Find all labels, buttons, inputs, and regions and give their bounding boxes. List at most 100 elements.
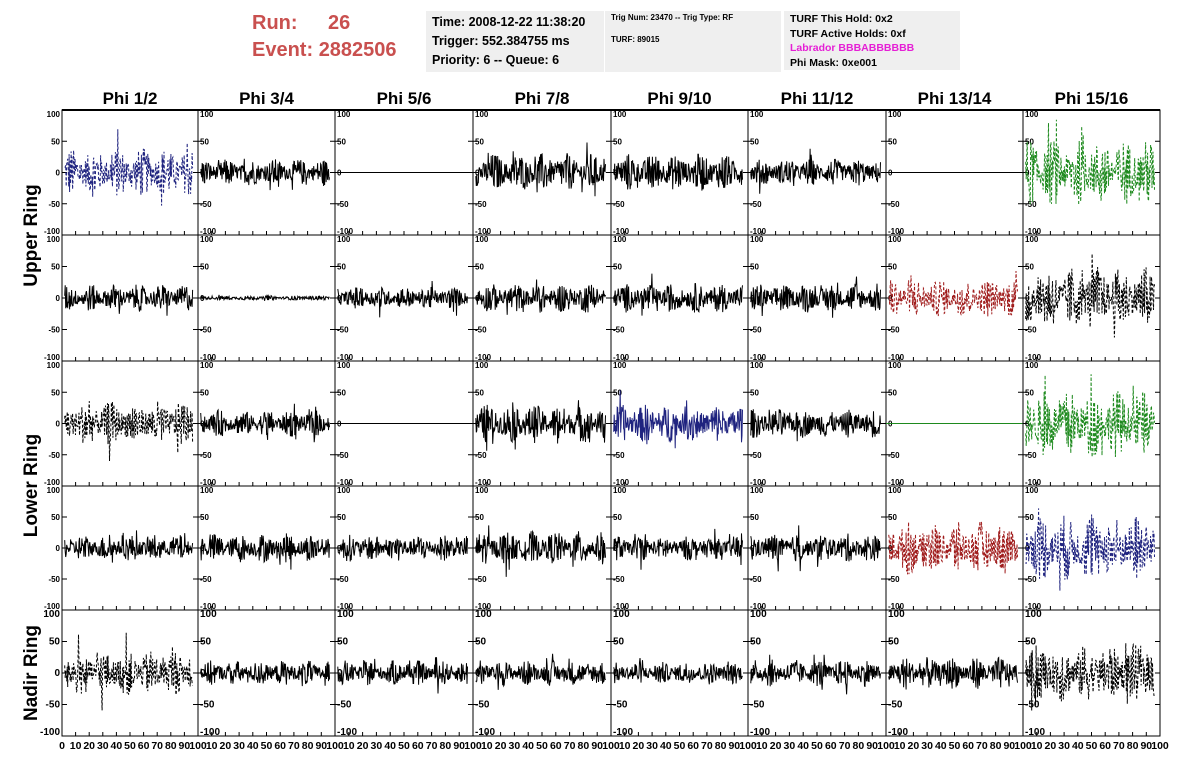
y-tick-label: 100 bbox=[750, 609, 767, 620]
y-tick-label: -50 bbox=[200, 575, 212, 584]
y-tick-label: 50 bbox=[1025, 513, 1034, 522]
x-tick-label: 60 bbox=[1099, 740, 1111, 752]
y-tick-label: 50 bbox=[337, 637, 349, 648]
y-tick-label: 100 bbox=[888, 361, 902, 370]
y-tick-label: -50 bbox=[750, 451, 762, 460]
x-tick-label: 0 bbox=[59, 740, 65, 752]
waveform-r2-c5 bbox=[613, 273, 743, 316]
y-tick-label: -100 bbox=[1025, 353, 1042, 362]
y-tick-label: -100 bbox=[44, 353, 61, 362]
x-tick-label: 80 bbox=[440, 740, 452, 752]
priority-text: Priority: 6 -- Queue: 6 bbox=[432, 53, 560, 67]
x-tick-label: 100 bbox=[189, 740, 207, 752]
y-tick-label: -100 bbox=[40, 727, 60, 738]
x-tick-label: 90 bbox=[728, 740, 740, 752]
run-value: 26 bbox=[328, 12, 351, 34]
y-tick-label: -100 bbox=[475, 353, 492, 362]
trig-info-box: Trig Num: 23470 -- Trig Type: RF TURF: 8… bbox=[605, 11, 781, 72]
x-tick-label: 20 bbox=[83, 740, 95, 752]
y-tick-label: 0 bbox=[475, 169, 480, 178]
y-tick-label: -100 bbox=[888, 227, 905, 236]
x-tick-label: 60 bbox=[687, 740, 699, 752]
x-tick-label: 60 bbox=[550, 740, 562, 752]
y-tick-label: 50 bbox=[200, 137, 209, 146]
time-info-box: Time: 2008-12-22 11:38:20 Trigger: 552.3… bbox=[426, 11, 604, 72]
waveform-r5-c2 bbox=[200, 660, 330, 687]
x-tick-label: 70 bbox=[288, 740, 300, 752]
x-tick-label: 40 bbox=[797, 740, 809, 752]
x-tick-label: 100 bbox=[1151, 740, 1169, 752]
y-tick-label: 100 bbox=[475, 235, 489, 244]
y-tick-label: -100 bbox=[888, 353, 905, 362]
x-tick-label: 90 bbox=[1003, 740, 1015, 752]
waveform-r2-c4 bbox=[475, 279, 606, 315]
x-tick-label: 10 bbox=[70, 740, 82, 752]
y-tick-label: -50 bbox=[200, 700, 215, 711]
y-tick-label: 50 bbox=[51, 263, 60, 272]
y-tick-label: -100 bbox=[1025, 227, 1042, 236]
x-tick-label: 70 bbox=[976, 740, 988, 752]
waveform-r4-c7 bbox=[888, 521, 1018, 575]
run-line: Run: 26 bbox=[252, 10, 397, 37]
y-tick-label: -100 bbox=[44, 478, 61, 487]
column-header-8: Phi 15/16 bbox=[1055, 89, 1129, 108]
y-tick-label: 100 bbox=[888, 609, 905, 620]
y-tick-label: 100 bbox=[1025, 235, 1039, 244]
y-tick-label: 50 bbox=[51, 513, 60, 522]
labrador-text: Labrador BBBABBBBBB bbox=[790, 42, 915, 54]
waveform-r4-c5 bbox=[613, 528, 743, 570]
x-tick-label: 80 bbox=[578, 740, 590, 752]
x-tick-label: 50 bbox=[261, 740, 273, 752]
turf-hold-text: TURF This Hold: 0x2 bbox=[790, 13, 893, 25]
y-tick-label: -50 bbox=[613, 700, 628, 711]
x-tick-label: 50 bbox=[949, 740, 961, 752]
y-tick-label: 100 bbox=[337, 361, 351, 370]
x-tick-label: 50 bbox=[124, 740, 136, 752]
y-tick-label: -100 bbox=[750, 727, 770, 738]
y-tick-label: 50 bbox=[200, 513, 209, 522]
y-tick-label: -50 bbox=[613, 200, 625, 209]
x-tick-label: 10 bbox=[206, 740, 218, 752]
x-tick-label: 70 bbox=[839, 740, 851, 752]
y-tick-label: -100 bbox=[888, 727, 908, 738]
y-tick-label: -100 bbox=[337, 727, 357, 738]
y-tick-label: 100 bbox=[750, 361, 764, 370]
column-header-7: Phi 13/14 bbox=[918, 89, 992, 108]
y-tick-label: 50 bbox=[337, 513, 346, 522]
x-tick-label: 60 bbox=[412, 740, 424, 752]
x-tick-label: 40 bbox=[111, 740, 123, 752]
x-tick-label: 10 bbox=[1031, 740, 1043, 752]
column-header-4: Phi 7/8 bbox=[515, 89, 570, 108]
y-tick-label: -50 bbox=[337, 200, 349, 209]
x-tick-label: 30 bbox=[509, 740, 521, 752]
y-tick-label: 100 bbox=[47, 235, 61, 244]
waveform-r1-c2 bbox=[200, 158, 330, 191]
y-tick-label: 50 bbox=[1025, 263, 1034, 272]
y-tick-label: 50 bbox=[200, 637, 212, 648]
y-tick-label: 100 bbox=[1025, 110, 1039, 119]
x-tick-label: 100 bbox=[739, 740, 757, 752]
x-tick-label: 80 bbox=[1127, 740, 1139, 752]
y-tick-label: 50 bbox=[888, 637, 900, 648]
y-tick-label: 100 bbox=[47, 361, 61, 370]
y-tick-label: 50 bbox=[475, 263, 484, 272]
x-tick-label: 10 bbox=[343, 740, 355, 752]
x-tick-label: 100 bbox=[1014, 740, 1032, 752]
waveform-r1-c5 bbox=[613, 153, 743, 191]
y-tick-label: 50 bbox=[1025, 388, 1034, 397]
waveform-r4-c6 bbox=[750, 525, 881, 572]
y-tick-label: 50 bbox=[475, 137, 484, 146]
y-tick-label: 50 bbox=[1025, 637, 1037, 648]
y-tick-label: 50 bbox=[51, 388, 60, 397]
x-tick-label: 90 bbox=[315, 740, 327, 752]
y-tick-label: -50 bbox=[888, 326, 900, 335]
x-tick-label: 20 bbox=[220, 740, 232, 752]
y-tick-label: -50 bbox=[888, 451, 900, 460]
x-tick-label: 10 bbox=[756, 740, 768, 752]
waveform-r1-c1 bbox=[64, 129, 194, 206]
waveform-r2-c1 bbox=[64, 283, 194, 316]
x-tick-label: 10 bbox=[481, 740, 493, 752]
waveform-r5-c8 bbox=[1025, 642, 1155, 711]
x-tick-label: 70 bbox=[564, 740, 576, 752]
y-tick-label: -100 bbox=[1025, 478, 1042, 487]
